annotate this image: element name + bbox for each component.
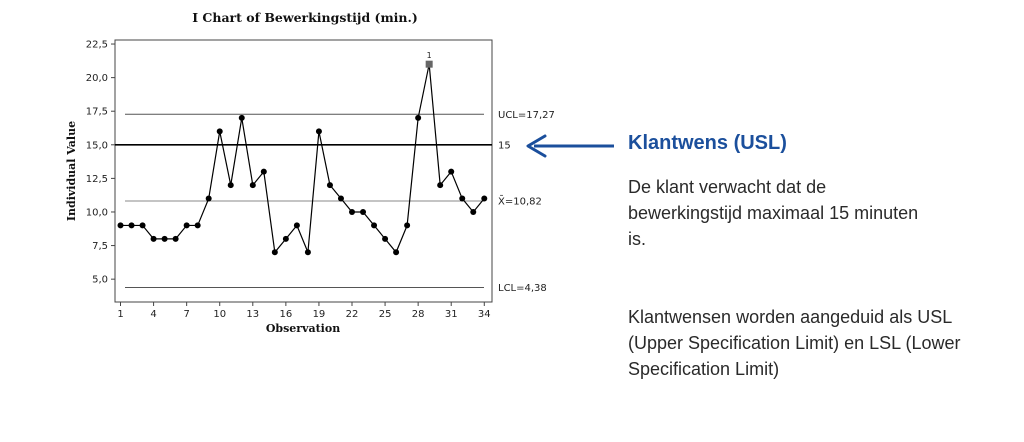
x-tick-label: 25 xyxy=(379,309,392,320)
data-point xyxy=(183,222,190,229)
y-tick-label: 12,5 xyxy=(86,174,108,185)
x-tick-label: 28 xyxy=(412,309,425,320)
data-point xyxy=(194,222,201,229)
lcl-label: LCL=4,38 xyxy=(498,283,547,294)
data-point xyxy=(238,114,245,121)
data-point xyxy=(304,249,311,256)
data-series: 1 xyxy=(117,51,488,256)
series-line xyxy=(120,64,485,254)
data-point xyxy=(470,208,477,215)
data-point xyxy=(216,128,223,135)
reference-lines: UCL=17,27 15 X̄=10,82 LCL=4,38 xyxy=(115,110,555,294)
data-point xyxy=(337,195,344,202)
y-tick-label: 22,5 xyxy=(86,40,108,51)
i-chart: I Chart of Bewerkingstijd (min.) 5,0 7,5 1… xyxy=(65,10,555,335)
x-tick-label: 10 xyxy=(213,309,226,320)
data-point xyxy=(382,235,389,242)
x-tick-label: 4 xyxy=(150,309,156,320)
y-tick-label: 20,0 xyxy=(86,73,108,84)
usl-label: 15 xyxy=(498,140,511,151)
callout-paragraph-2: Klantwensen worden aangeduid als USL (Up… xyxy=(628,307,961,379)
data-point xyxy=(117,222,124,229)
data-point xyxy=(404,222,411,229)
x-tick-label: 7 xyxy=(183,309,189,320)
x-tick-label: 19 xyxy=(313,309,326,320)
mean-label: X̄=10,82 xyxy=(498,195,542,208)
x-tick-label: 16 xyxy=(279,309,292,320)
data-point xyxy=(371,222,378,229)
data-point xyxy=(393,249,400,256)
data-point xyxy=(128,222,135,229)
data-point xyxy=(459,195,466,202)
data-point xyxy=(139,222,146,229)
flagged-point-label: 1 xyxy=(427,51,432,60)
x-tick-label: 22 xyxy=(346,309,359,320)
chart-title: I Chart of Bewerkingstijd (min.) xyxy=(192,10,418,25)
data-point xyxy=(282,235,289,242)
y-axis: 5,0 7,5 10,0 12,5 15,0 17,5 20,0 22,5 xyxy=(86,40,115,286)
data-point xyxy=(448,168,455,175)
data-point xyxy=(360,208,367,215)
ucl-label: UCL=17,27 xyxy=(498,110,555,121)
data-point xyxy=(326,182,333,189)
y-tick-label: 15,0 xyxy=(86,140,108,151)
data-point xyxy=(205,195,212,202)
plot-area-frame xyxy=(114,39,493,303)
y-tick-label: 7,5 xyxy=(92,241,108,252)
data-point xyxy=(293,222,300,229)
x-tick-label: 1 xyxy=(117,309,123,320)
data-point xyxy=(172,235,179,242)
x-tick-label: 31 xyxy=(445,309,458,320)
y-tick-label: 17,5 xyxy=(86,107,108,118)
x-axis-label: Observation xyxy=(266,322,340,335)
x-tick-label: 34 xyxy=(478,309,491,320)
data-point xyxy=(260,168,267,175)
callout-paragraph-1: De klant verwacht dat de bewerkingstijd … xyxy=(628,177,919,249)
y-tick-label: 5,0 xyxy=(92,275,108,286)
data-point-flagged xyxy=(425,60,433,68)
data-point xyxy=(150,235,157,242)
data-point xyxy=(227,182,234,189)
data-point xyxy=(249,182,256,189)
callout-title: Klantwens (USL) xyxy=(628,132,787,154)
y-tick-label: 10,0 xyxy=(86,207,108,218)
data-point xyxy=(437,182,444,189)
x-axis: 1 4 7 10 13 16 19 22 25 28 31 34 xyxy=(117,302,491,320)
data-point xyxy=(271,249,278,256)
x-tick-label: 13 xyxy=(246,309,259,320)
data-point xyxy=(315,128,322,135)
data-point xyxy=(415,114,422,121)
data-point xyxy=(349,208,356,215)
data-point xyxy=(161,235,168,242)
data-point xyxy=(481,195,488,202)
y-axis-label: Individual Value xyxy=(65,121,78,221)
